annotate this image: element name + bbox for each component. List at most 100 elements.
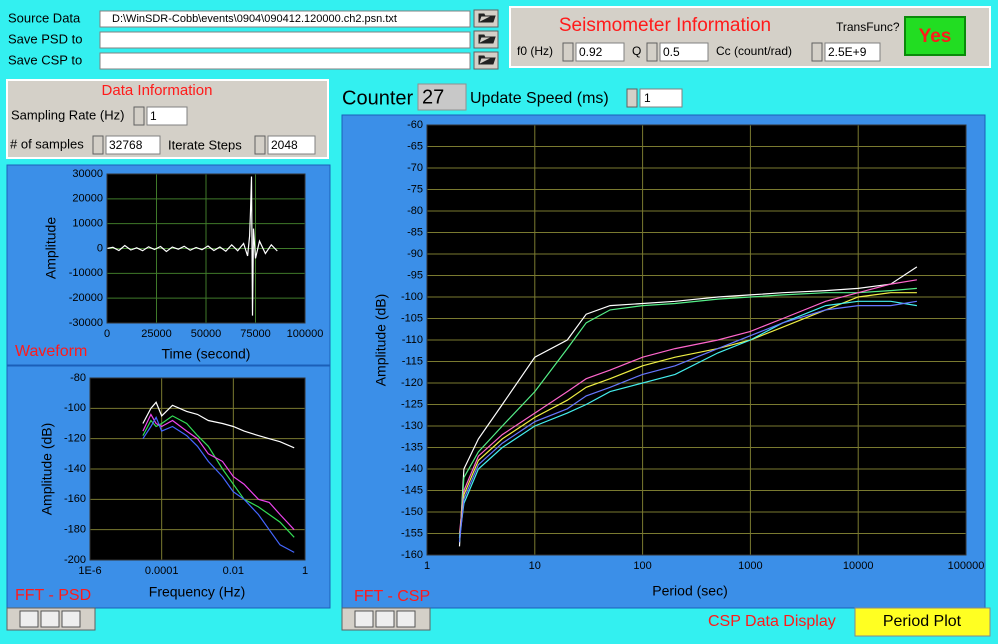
iterate-label: Iterate Steps bbox=[168, 137, 242, 152]
y-tick-label: 20000 bbox=[72, 193, 103, 205]
transfunc-button-text: Yes bbox=[919, 26, 952, 47]
cc-value: 2.5E+9 bbox=[828, 45, 867, 59]
x-tick-label: 100000 bbox=[287, 328, 324, 340]
y-tick-label: -65 bbox=[407, 140, 423, 152]
x-tick-label: 1000 bbox=[738, 560, 762, 572]
samples-field[interactable] bbox=[105, 135, 161, 155]
cursor-tool[interactable] bbox=[354, 610, 374, 628]
folder-icon bbox=[478, 34, 496, 44]
y-tick-label: -120 bbox=[401, 377, 423, 389]
x-tick-label: 100000 bbox=[948, 560, 985, 572]
source-data-label: Source Data bbox=[8, 10, 81, 25]
y-tick-label: -105 bbox=[401, 312, 423, 324]
sampling-rate-field[interactable] bbox=[146, 106, 188, 126]
series-line bbox=[142, 415, 295, 538]
pan-tool[interactable] bbox=[61, 610, 81, 628]
update-speed-value: 1 bbox=[644, 91, 651, 105]
y-tick-label: -75 bbox=[407, 183, 423, 195]
x-tick-label: 10 bbox=[529, 560, 541, 572]
y-tick-label: -20000 bbox=[69, 292, 103, 304]
y-tick-label: -85 bbox=[407, 226, 423, 238]
plot-frame bbox=[89, 377, 306, 561]
counter-label: Counter bbox=[342, 87, 413, 109]
transfunc-button[interactable] bbox=[904, 16, 966, 56]
series-line bbox=[142, 416, 295, 553]
q-label: Q bbox=[632, 44, 641, 58]
sampling-rate-value: 1 bbox=[150, 109, 157, 123]
y-tick-label: -140 bbox=[64, 463, 86, 475]
spinner[interactable] bbox=[811, 42, 823, 62]
seismometer-title: Seismometer Information bbox=[559, 15, 771, 36]
period-plot-button[interactable] bbox=[854, 607, 991, 637]
period-plot-text: Period Plot bbox=[883, 613, 962, 630]
cc-label: Cc (count/rad) bbox=[716, 44, 792, 58]
x-axis-title: Frequency (Hz) bbox=[149, 584, 245, 600]
series-line bbox=[142, 401, 295, 449]
chart-title: FFT - PSD bbox=[15, 587, 91, 604]
y-tick-label: -200 bbox=[64, 554, 86, 566]
browse-buttons bbox=[473, 9, 499, 70]
source-data-field[interactable] bbox=[99, 10, 471, 28]
x-tick-label: 1 bbox=[302, 565, 308, 577]
x-tick-label: 0 bbox=[104, 328, 110, 340]
y-tick-label: -160 bbox=[64, 493, 86, 505]
x-tick-label: 1E-6 bbox=[78, 565, 101, 577]
y-tick-label: -60 bbox=[407, 119, 423, 131]
save-csp-label: Save CSP to bbox=[8, 52, 82, 67]
zoom-tool[interactable] bbox=[375, 610, 395, 628]
x-tick-label: 1 bbox=[424, 560, 430, 572]
graph-toolbar bbox=[6, 607, 96, 631]
samples-value: 32768 bbox=[109, 138, 143, 152]
y-tick-label: -140 bbox=[401, 463, 423, 475]
q-value: 0.5 bbox=[663, 45, 680, 59]
zoom-tool[interactable] bbox=[40, 610, 60, 628]
spinner[interactable] bbox=[646, 42, 658, 62]
x-tick-label: 10000 bbox=[843, 560, 874, 572]
chart: -160 -155 -150 -145 -140 -135 -130 -125 -120 -115… bbox=[354, 119, 984, 605]
cursor-tool[interactable] bbox=[19, 610, 39, 628]
iterate-field[interactable] bbox=[267, 135, 316, 155]
x-axis-title: Period (sec) bbox=[652, 583, 727, 599]
save-psd-label: Save PSD to bbox=[8, 31, 82, 46]
y-axis-title: Amplitude (dB) bbox=[373, 294, 389, 387]
y-axis-title: Amplitude (dB) bbox=[39, 423, 55, 516]
x-tick-label: 75000 bbox=[240, 328, 271, 340]
spinner[interactable] bbox=[562, 42, 574, 62]
f0-field[interactable] bbox=[575, 42, 625, 62]
chart: -30000 -20000 -10000 0 10000 20000 30000 0 25000… bbox=[15, 168, 323, 362]
series-line bbox=[106, 176, 278, 316]
save-psd-field[interactable] bbox=[99, 31, 471, 49]
x-tick-label: 50000 bbox=[191, 328, 222, 340]
source-data-value: D:\WinSDR-Cobb\events\0904\090412.120000… bbox=[112, 13, 397, 25]
series-line bbox=[458, 300, 917, 538]
samples-label: # of samples bbox=[10, 136, 84, 151]
y-axis-title: Amplitude bbox=[43, 217, 59, 279]
folder-icon bbox=[478, 13, 496, 23]
y-tick-label: -100 bbox=[64, 402, 86, 414]
chart-title: FFT - CSP bbox=[354, 588, 430, 605]
spinner[interactable] bbox=[92, 135, 104, 155]
spinner[interactable] bbox=[133, 106, 145, 126]
pan-tool[interactable] bbox=[396, 610, 416, 628]
y-tick-label: -80 bbox=[407, 205, 423, 217]
y-tick-label: 0 bbox=[97, 242, 103, 254]
y-tick-label: -70 bbox=[407, 162, 423, 174]
plot-frame bbox=[426, 124, 967, 556]
update-speed-field[interactable] bbox=[639, 88, 683, 108]
folder-icon bbox=[478, 55, 496, 65]
series-line bbox=[458, 292, 917, 538]
y-tick-label: -145 bbox=[401, 484, 423, 496]
y-tick-label: 30000 bbox=[72, 168, 103, 180]
y-tick-label: -110 bbox=[402, 334, 423, 346]
x-tick-label: 25000 bbox=[141, 328, 172, 340]
save-csp-field[interactable] bbox=[99, 52, 471, 70]
y-tick-label: -90 bbox=[407, 248, 423, 260]
spinner[interactable] bbox=[254, 135, 266, 155]
spinner[interactable] bbox=[626, 88, 638, 108]
iterate-value: 2048 bbox=[271, 138, 298, 152]
cc-field[interactable] bbox=[824, 42, 881, 62]
sampling-rate-label: Sampling Rate (Hz) bbox=[11, 107, 124, 122]
y-tick-label: -100 bbox=[401, 291, 423, 303]
q-field[interactable] bbox=[659, 42, 709, 62]
